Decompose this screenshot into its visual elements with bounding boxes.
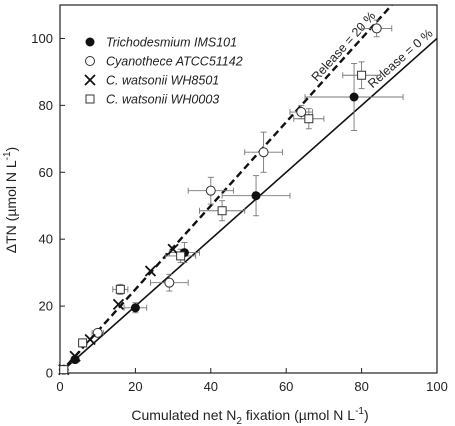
point-series-0 — [130, 303, 140, 313]
y-axis-title: ΔTN (µmol N L-1) — [2, 147, 19, 253]
data-points — [58, 23, 382, 376]
legend-label-2: C. watsonii WH8501 — [106, 74, 219, 88]
reference-label-20: Release = 20 % — [309, 9, 379, 84]
legend-label-0: Trichodesmium IMS101 — [106, 36, 237, 50]
x-tick-label: 60 — [279, 379, 293, 394]
point-series-1 — [258, 147, 269, 158]
y-tick-label: 20 — [39, 299, 53, 314]
point-series-2 — [69, 350, 81, 362]
axis-labels: Cumulated net N2 fixation (µmol N L-1) Δ… — [2, 147, 369, 426]
reference-line-0 — [59, 37, 438, 374]
legend-label-1: Cyanothece ATCC51142 — [106, 55, 243, 69]
point-series-1 — [205, 185, 216, 196]
legend-marker-2 — [84, 74, 96, 86]
x-axis-title: Cumulated net N2 fixation (µmol N L-1) — [131, 406, 368, 426]
point-series-3 — [357, 70, 367, 80]
point-series-2 — [144, 265, 157, 277]
point-series-3 — [115, 284, 125, 294]
point-series-3 — [304, 114, 314, 124]
point-series-1 — [296, 107, 307, 118]
point-series-1 — [164, 277, 175, 288]
y-tick-label: 100 — [31, 31, 53, 46]
x-tick-label: 100 — [426, 379, 448, 394]
x-tick-label: 40 — [204, 379, 218, 394]
legend-marker-1 — [85, 56, 95, 66]
point-series-3 — [59, 365, 69, 375]
x-tick-label: 80 — [354, 379, 368, 394]
reference-line-20 — [59, 4, 393, 374]
legend-marker-3 — [85, 94, 95, 104]
point-series-1 — [371, 23, 382, 34]
y-tick-label: 40 — [39, 232, 53, 247]
y-tick-label: 60 — [39, 165, 53, 180]
y-tick-label: 0 — [46, 366, 53, 381]
point-series-3 — [217, 206, 227, 216]
point-series-0 — [251, 191, 261, 201]
plot-frame — [59, 4, 438, 374]
point-series-3 — [78, 338, 88, 348]
y-tick-label: 80 — [39, 98, 53, 113]
axes: 0 20 40 60 80 100 0 20 40 60 80 100 — [31, 4, 448, 394]
point-series-3 — [176, 251, 186, 261]
legend-marker-0 — [85, 37, 95, 47]
x-tick-label: 20 — [128, 379, 142, 394]
legend: Trichodesmium IMS101 Cyanothece ATCC51142… — [84, 36, 243, 107]
x-tick-label: 0 — [56, 379, 63, 394]
point-series-0 — [349, 92, 359, 102]
point-series-2 — [112, 298, 125, 311]
reference-label-0: Release = 0 % — [365, 26, 435, 91]
legend-label-3: C. watsonii WH0003 — [106, 93, 219, 107]
